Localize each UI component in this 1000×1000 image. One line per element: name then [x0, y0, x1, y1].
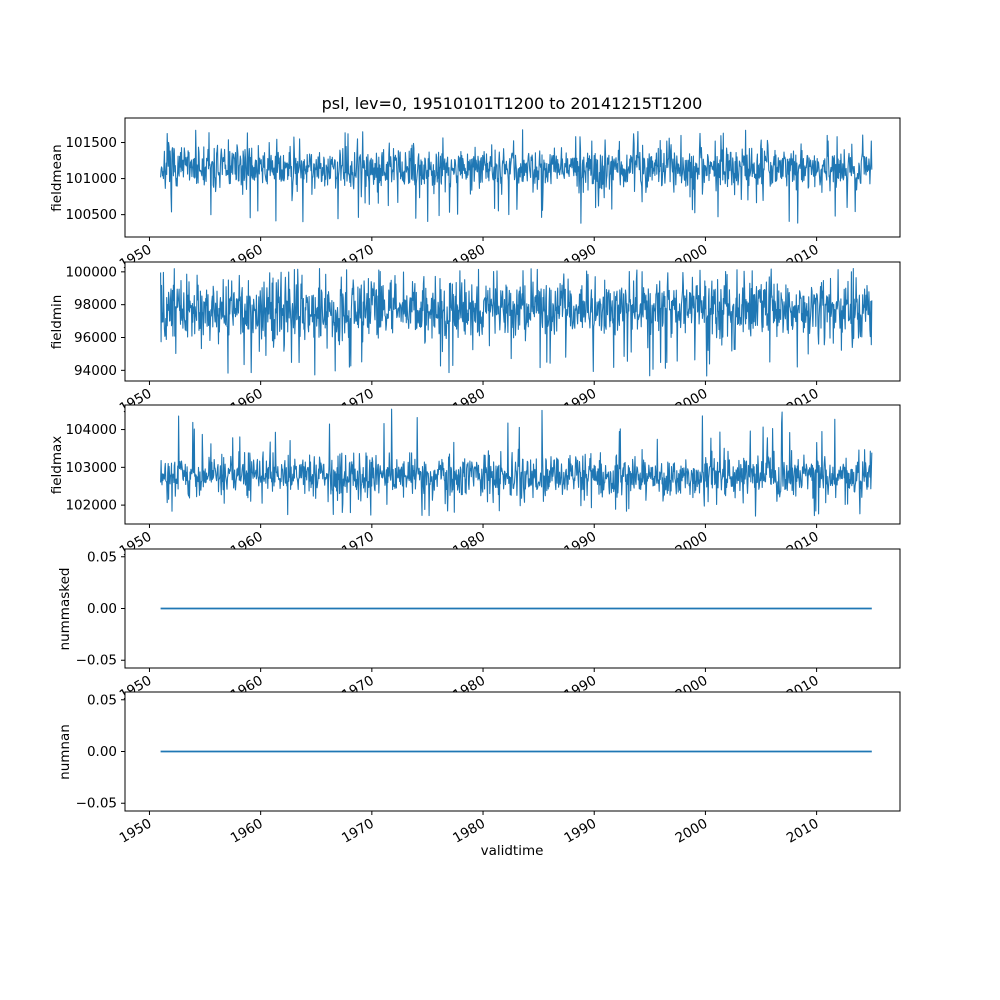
axes-frame: [124, 261, 901, 382]
y-tick-label: 0.05: [87, 549, 117, 565]
y-tick-label: 0.00: [87, 601, 117, 617]
series-line-fieldmean: [160, 129, 873, 224]
series-line-fieldmin: [160, 268, 873, 377]
y-tick-label: 101500: [65, 135, 117, 151]
x-tick-label: 1990: [561, 816, 599, 847]
y-tick-label: 96000: [74, 330, 117, 346]
y-tick-label: 0.00: [87, 744, 117, 760]
y-axis-label-numnan: numnan: [57, 723, 73, 780]
x-tick-label: 1960: [228, 816, 266, 847]
x-tick-label: 1970: [339, 816, 377, 847]
y-tick-label: −0.05: [76, 653, 117, 669]
y-tick-label: 100000: [65, 264, 117, 280]
y-tick-label: 100500: [65, 207, 117, 223]
x-tick-label: 1980: [450, 816, 488, 847]
y-tick-label: −0.05: [76, 796, 117, 812]
y-tick-label: 102000: [65, 498, 117, 514]
axes-frame: [124, 117, 901, 238]
x-axis-label: validtime: [480, 843, 544, 859]
y-tick-label: 104000: [65, 422, 117, 438]
y-axis-label-nummasked: nummasked: [57, 567, 73, 650]
y-tick-label: 0.05: [87, 692, 117, 708]
y-tick-label: 94000: [74, 363, 117, 379]
y-tick-label: 103000: [65, 460, 117, 476]
axes-frame: [124, 404, 901, 525]
y-tick-label: 101000: [65, 171, 117, 187]
series-line-fieldmax: [160, 408, 873, 517]
x-tick-label: 1950: [117, 816, 155, 847]
y-axis-label-fieldmean: fieldmean: [49, 143, 66, 212]
x-tick-label: 2000: [673, 816, 711, 847]
y-tick-label: 98000: [74, 297, 117, 313]
y-axis-label-fieldmin: fieldmin: [49, 294, 66, 349]
y-axis-label-fieldmax: fieldmax: [49, 435, 66, 494]
chart-title: psl, lev=0, 19510101T1200 to 20141215T12…: [321, 94, 703, 113]
x-tick-label: 2010: [784, 816, 822, 847]
